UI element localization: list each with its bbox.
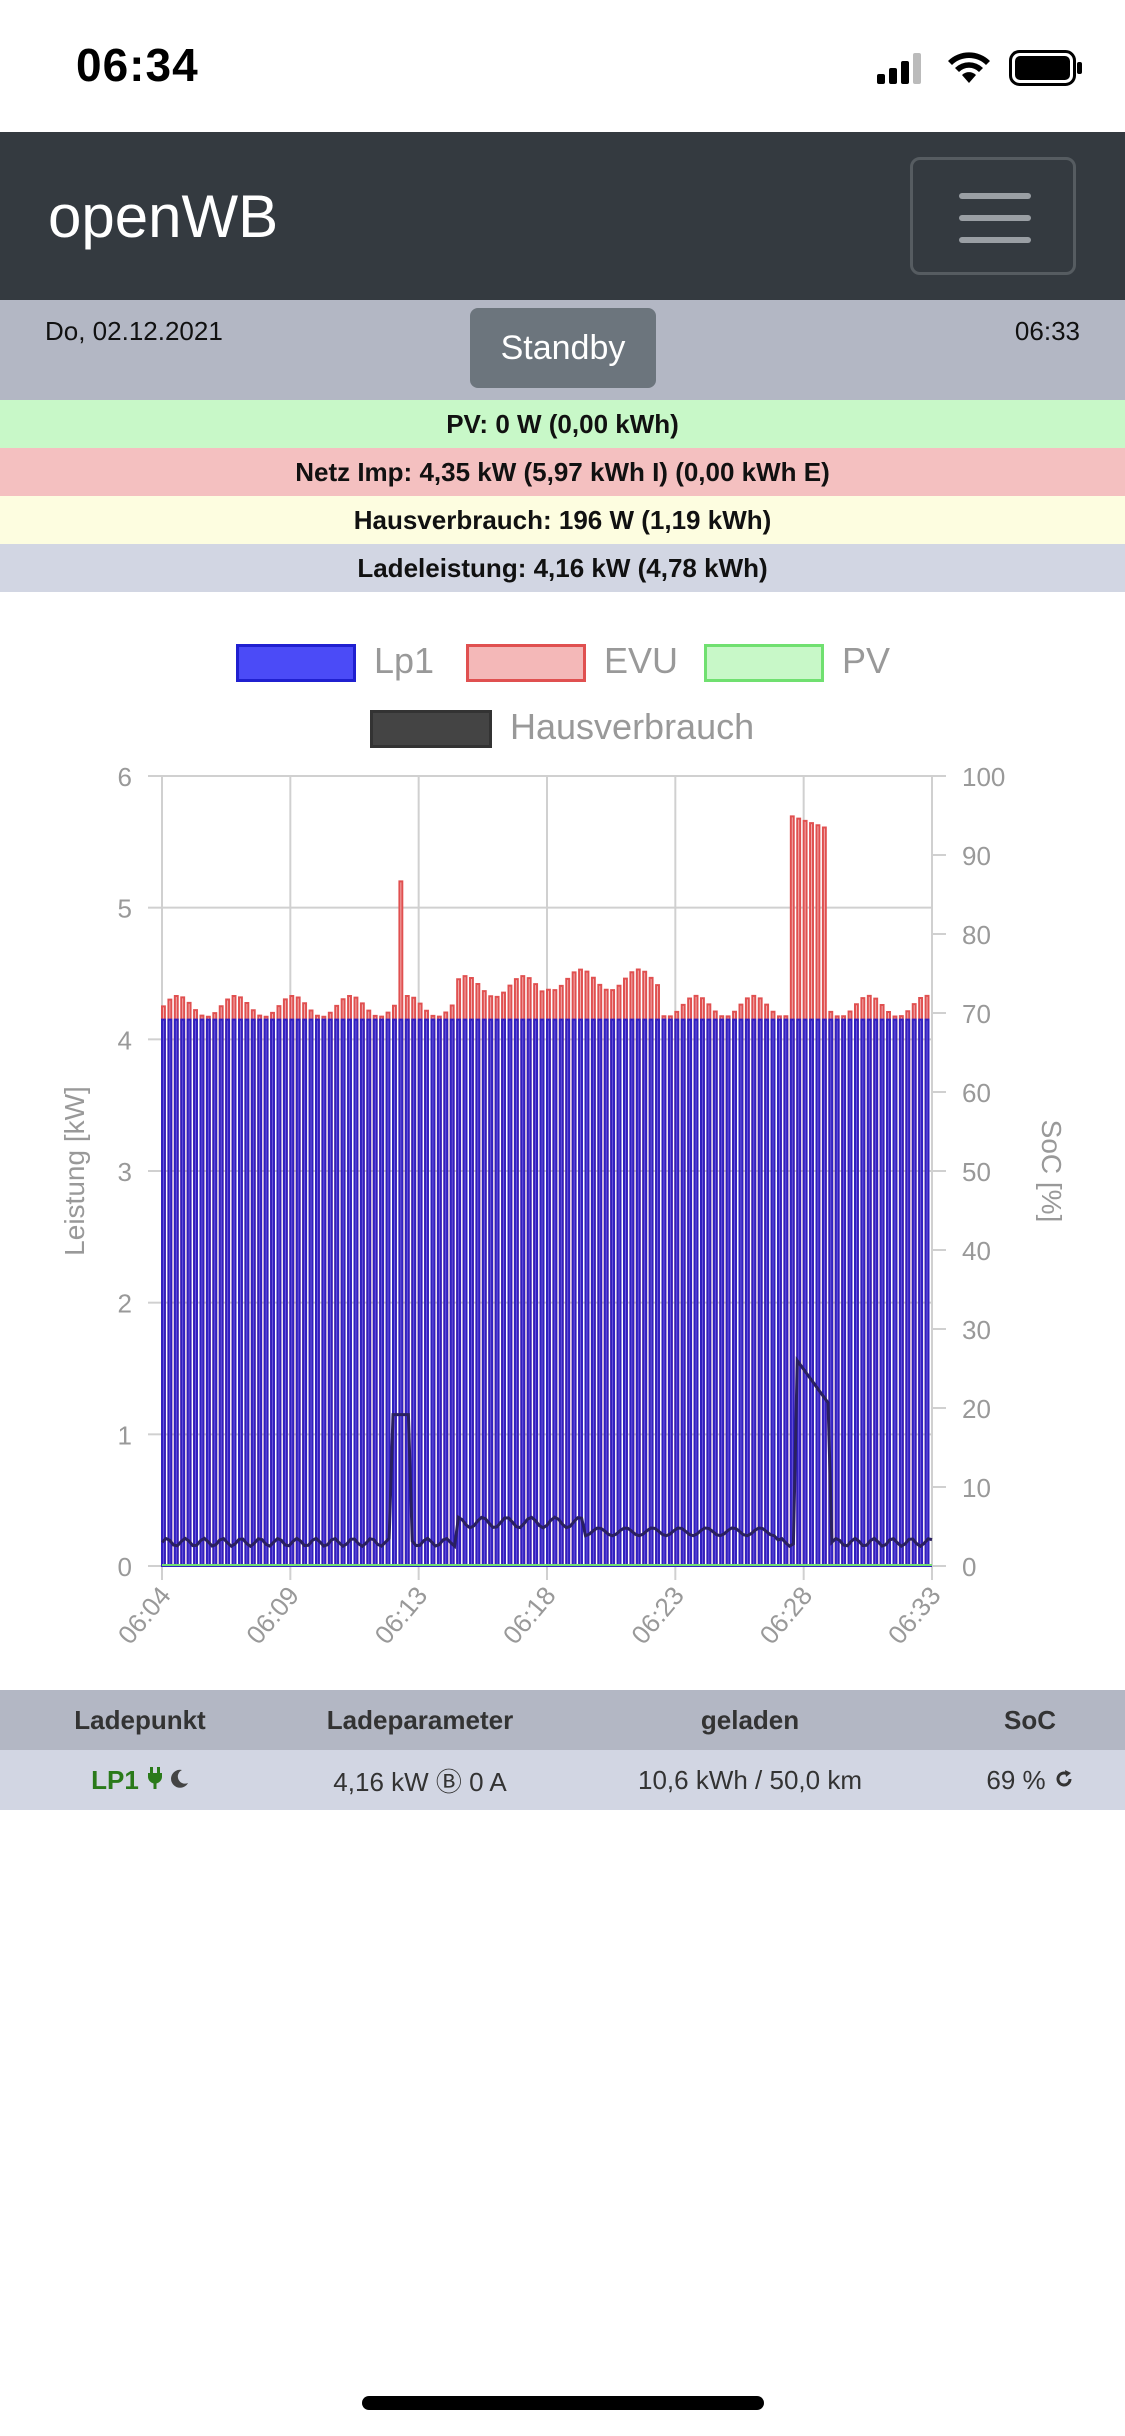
y-right-tick-label: 10 xyxy=(962,1473,991,1503)
hausverbrauch-series-line xyxy=(160,1356,933,1550)
standby-button[interactable]: Standby xyxy=(470,308,656,388)
wifi-icon xyxy=(947,51,991,90)
col-header-geladen: geladen xyxy=(700,1704,800,1735)
x-tick-label: 06:23 xyxy=(625,1581,690,1650)
legend-swatch-lp1[interactable] xyxy=(236,644,356,682)
header-row: Do, 02.12.2021 Standby 06:33 xyxy=(0,300,1125,400)
pv-info: PV: 0 W (0,00 kWh) xyxy=(0,400,1125,448)
current-date: Do, 02.12.2021 xyxy=(45,316,223,346)
geladen-cell: 10,6 kWh / 50,0 km xyxy=(638,1764,862,1795)
y-right-tick-label: 90 xyxy=(962,841,991,871)
x-tick-label: 06:33 xyxy=(882,1581,947,1650)
status-time: 06:34 xyxy=(76,39,199,91)
current-time: 06:33 xyxy=(1014,316,1080,346)
soc-value: 69 % xyxy=(986,1764,1046,1795)
y-left-tick-label: 2 xyxy=(118,1289,132,1319)
grid-import-info: Netz Imp: 4,35 kW (5,97 kWh I) (0,00 kWh… xyxy=(0,448,1125,496)
y-left-axis-label: Leistung [kW] xyxy=(59,1086,90,1256)
ladepunkt-name[interactable]: LP1 xyxy=(91,1764,139,1795)
status-bar: 06:34 xyxy=(0,0,1125,132)
hamburger-menu-button[interactable] xyxy=(910,157,1076,275)
cellular-signal-icon xyxy=(877,52,929,89)
y-left-tick-label: 4 xyxy=(118,1025,132,1055)
charging-power-info: Ladeleistung: 4,16 kW (4,78 kWh) xyxy=(0,544,1125,592)
y-right-tick-label: 40 xyxy=(962,1236,991,1266)
y-left-tick-label: 6 xyxy=(118,762,132,792)
y-left-tick-label: 3 xyxy=(118,1157,132,1187)
legend-swatch-pv[interactable] xyxy=(704,644,824,682)
y-left-tick-label: 5 xyxy=(118,894,132,924)
lp1-series-area xyxy=(161,1018,932,1567)
x-tick-label: 06:18 xyxy=(497,1581,562,1650)
home-indicator[interactable] xyxy=(362,2396,764,2410)
legend-label-lp1[interactable]: Lp1 xyxy=(374,640,435,681)
x-tick-label: 06:13 xyxy=(368,1581,433,1650)
moon-icon xyxy=(169,1765,189,1796)
y-right-tick-label: 20 xyxy=(962,1394,991,1424)
y-right-axis-label: SoC [%] xyxy=(1036,1120,1067,1223)
y-right-tick-label: 60 xyxy=(962,1078,991,1108)
col-header-soc: SoC xyxy=(1004,1704,1056,1735)
legend-label-pv[interactable]: PV xyxy=(842,640,891,681)
legend-swatch-hausverbrauch[interactable] xyxy=(370,710,492,748)
power-chart: Lp1 EVU PV Hausverbrauch 0 1 2 3 4 5 6 0 10 20 30 4… xyxy=(0,620,1125,1660)
ladeparameter-cell: 4,16 kW Ⓑ 0 A xyxy=(333,1766,507,1797)
refresh-icon[interactable] xyxy=(1054,1765,1074,1796)
y-left-tick-label: 0 xyxy=(118,1552,132,1582)
y-right-tick-label: 50 xyxy=(962,1157,991,1187)
hamburger-icon xyxy=(959,193,1031,199)
x-tick-label: 06:28 xyxy=(753,1581,818,1650)
table-row: LP1 4,16 kW Ⓑ 0 A 10,6 kWh / 50,0 km 69 … xyxy=(0,1750,1125,1810)
x-tick-label: 06:04 xyxy=(112,1581,177,1650)
ladepunkt-cell[interactable]: LP1 xyxy=(40,1750,240,1810)
legend-swatch-evu[interactable] xyxy=(466,644,586,682)
col-header-ladepunkt: Ladepunkt xyxy=(74,1704,206,1735)
y-right-tick-label: 100 xyxy=(962,762,1005,792)
col-header-ladeparameter: Ladeparameter xyxy=(326,1704,514,1735)
battery-icon xyxy=(1009,50,1083,91)
soc-cell[interactable]: 69 % xyxy=(960,1750,1100,1810)
status-icons xyxy=(859,50,1083,91)
house-consumption-info: Hausverbrauch: 196 W (1,19 kWh) xyxy=(0,496,1125,544)
hamburger-icon-bar xyxy=(959,215,1031,221)
brand-logo[interactable]: openWB xyxy=(48,183,279,250)
legend-label-hausverbrauch[interactable]: Hausverbrauch xyxy=(510,706,755,747)
y-right-tick-label: 70 xyxy=(962,999,991,1029)
y-right-tick-label: 30 xyxy=(962,1315,991,1345)
y-right-tick-label: 0 xyxy=(962,1552,976,1582)
plug-icon xyxy=(147,1765,163,1796)
y-left-tick-label: 1 xyxy=(118,1420,132,1450)
x-tick-label: 06:09 xyxy=(240,1581,305,1650)
navbar: openWB xyxy=(0,132,1125,300)
table-header: Ladepunkt Ladeparameter geladen SoC xyxy=(0,1690,1125,1750)
legend-label-evu[interactable]: EVU xyxy=(604,640,679,681)
y-right-tick-label: 80 xyxy=(962,920,991,950)
hamburger-icon-bar xyxy=(959,237,1031,243)
